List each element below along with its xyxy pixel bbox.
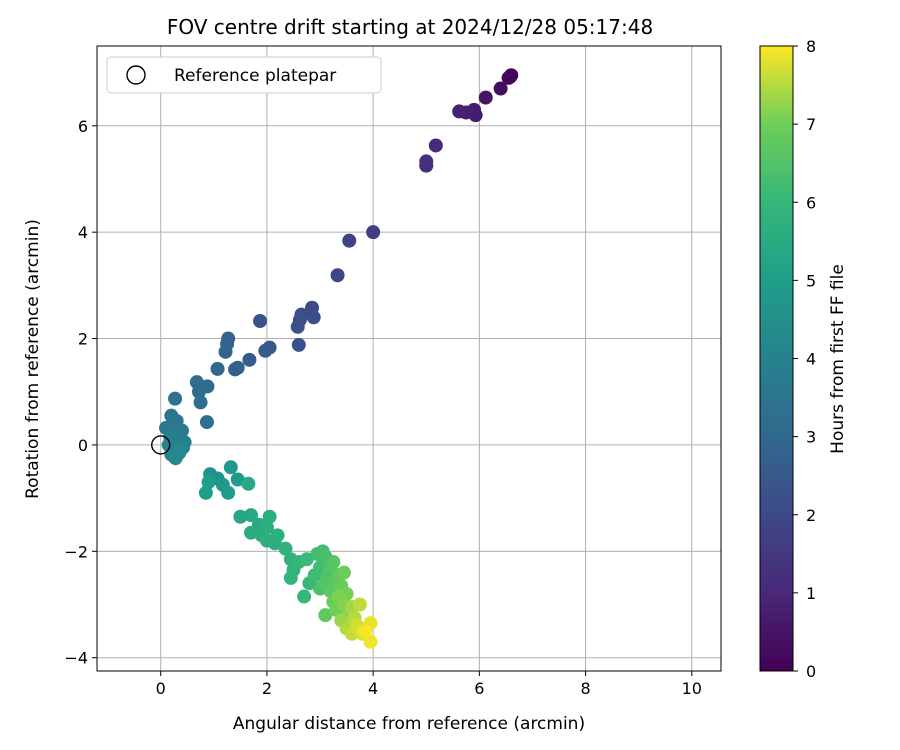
data-point [259, 520, 274, 535]
data-point [242, 352, 257, 367]
x-tick-label: 6 [474, 679, 484, 698]
data-point [259, 533, 274, 548]
data-point [363, 634, 378, 649]
y-axis-label: Rotation from reference (arcmin) [23, 219, 43, 499]
reference-point-marker [151, 435, 171, 455]
data-point [199, 415, 214, 430]
data-point [193, 395, 208, 410]
data-point [172, 445, 187, 460]
data-point [342, 233, 357, 248]
data-point [326, 554, 341, 569]
y-tick-label: −2 [64, 542, 88, 561]
data-point [198, 485, 213, 500]
data-point [428, 138, 443, 153]
data-point [244, 525, 259, 540]
colorbar-tick-label: 0 [806, 662, 816, 681]
data-point [270, 528, 285, 543]
colorbar-tick-label: 6 [806, 193, 816, 212]
colorbar-tick-label: 3 [806, 428, 816, 447]
grid-lines [97, 46, 721, 671]
data-point [493, 81, 508, 96]
data-point [233, 509, 248, 524]
data-point [258, 343, 273, 358]
data-point [221, 485, 236, 500]
data-point [330, 268, 345, 283]
data-point [262, 509, 277, 524]
colorbar-label: Hours from first FF file [828, 264, 848, 454]
colorbar-ticks: 0 1 2 3 4 5 6 7 8 [793, 37, 816, 681]
data-point [336, 565, 351, 580]
data-point [419, 158, 434, 173]
data-point [278, 541, 293, 556]
colorbar [759, 45, 794, 672]
y-tick-label: 6 [78, 117, 88, 136]
x-tick-label: 0 [156, 679, 166, 698]
data-point [366, 225, 381, 240]
data-point [218, 344, 233, 359]
data-point [306, 310, 321, 325]
data-point [318, 608, 333, 623]
data-point [210, 361, 225, 376]
data-point [352, 597, 367, 612]
data-point [452, 104, 467, 119]
data-point [290, 319, 305, 334]
colorbar-tick-label: 4 [806, 350, 816, 369]
colorbar-tick-label: 5 [806, 271, 816, 290]
x-axis-ticks: 0 2 4 6 8 10 [156, 671, 702, 698]
data-point [253, 314, 268, 328]
legend-marker [126, 65, 146, 85]
data-point [283, 570, 298, 585]
data-point [168, 391, 183, 406]
x-tick-label: 8 [580, 679, 590, 698]
scatter-points [159, 68, 519, 649]
data-point [358, 624, 373, 639]
colorbar-tick-label: 8 [806, 37, 816, 56]
data-point [230, 472, 245, 487]
data-point [297, 589, 312, 604]
data-point [501, 70, 516, 85]
data-point [223, 460, 238, 475]
legend-box [106, 56, 382, 94]
x-tick-label: 2 [262, 679, 272, 698]
legend-entry-reference: Reference platepar [174, 66, 336, 86]
data-point [299, 552, 314, 567]
data-point [191, 384, 206, 399]
x-axis-label: Angular distance from reference (arcmin) [233, 714, 585, 734]
x-tick-label: 4 [368, 679, 378, 698]
data-point [244, 508, 259, 523]
colorbar-tick-label: 7 [806, 115, 816, 134]
data-point [228, 362, 243, 377]
colorbar-tick-label: 1 [806, 584, 816, 603]
data-point [291, 337, 306, 352]
data-point [241, 476, 256, 491]
chart-title: FOV centre drift starting at 2024/12/28 … [167, 15, 653, 39]
y-tick-label: 2 [78, 330, 88, 349]
y-tick-label: −4 [64, 649, 88, 668]
x-tick-label: 10 [682, 679, 702, 698]
colorbar-tick-label: 2 [806, 506, 816, 525]
plot-frame [96, 45, 722, 672]
y-axis-ticks: −4 −2 0 2 4 6 [64, 117, 97, 668]
data-point [478, 90, 493, 105]
legend: Reference platepar [106, 56, 382, 94]
data-point [201, 475, 216, 490]
y-tick-label: 0 [78, 436, 88, 455]
y-tick-label: 4 [78, 223, 88, 242]
